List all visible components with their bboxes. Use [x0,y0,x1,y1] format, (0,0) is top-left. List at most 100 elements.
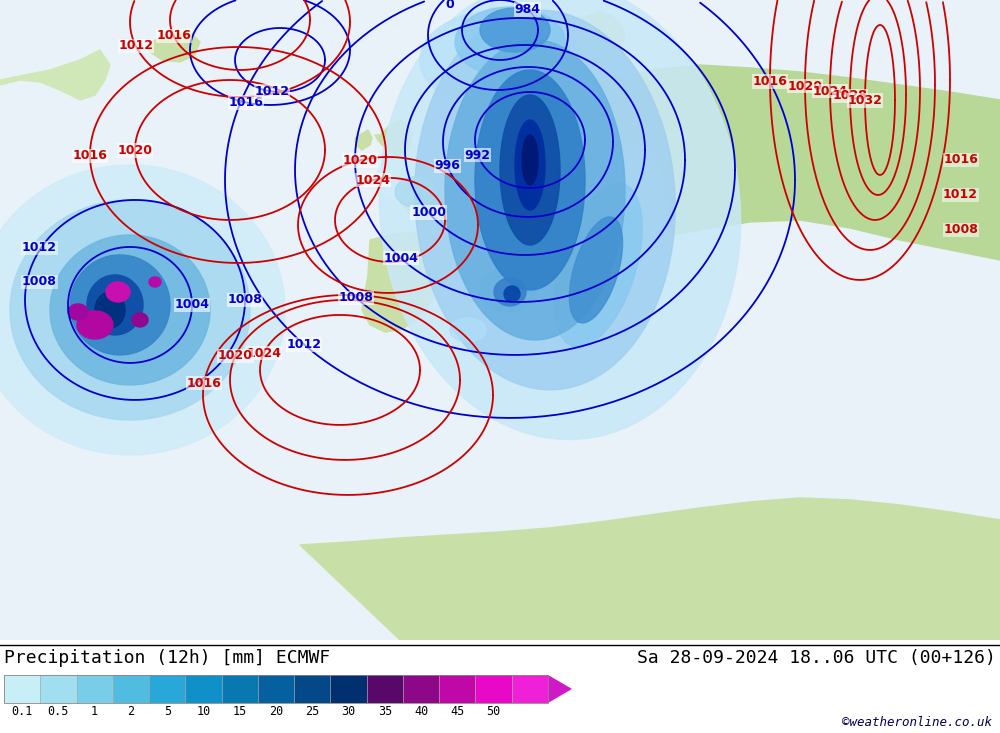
Polygon shape [375,158,445,202]
Polygon shape [569,217,623,323]
Text: 996: 996 [434,159,460,172]
Polygon shape [379,0,741,440]
Text: 1016: 1016 [943,153,978,166]
Polygon shape [504,286,520,302]
Text: 1020: 1020 [342,154,377,167]
Polygon shape [522,135,538,185]
Polygon shape [50,235,210,385]
Polygon shape [398,158,475,240]
Text: 1012: 1012 [943,188,978,202]
Text: 1020: 1020 [118,144,153,157]
Polygon shape [600,65,1000,260]
Text: 1: 1 [91,705,98,718]
Text: 35: 35 [378,705,392,718]
Polygon shape [445,40,625,340]
Text: 1004: 1004 [175,298,210,312]
Polygon shape [132,313,148,327]
Bar [77,675,113,703]
Text: 50: 50 [486,705,501,718]
Text: 1008: 1008 [943,224,978,237]
Polygon shape [375,120,412,155]
Bar [475,675,512,703]
Polygon shape [548,675,572,703]
Text: 0.5: 0.5 [48,705,69,718]
Text: 40: 40 [414,705,428,718]
Text: 1028: 1028 [833,89,867,103]
Text: Sa 28-09-2024 18..06 UTC (00+126): Sa 28-09-2024 18..06 UTC (00+126) [637,649,996,667]
Text: 25: 25 [305,705,319,718]
Text: Precipitation (12h) [mm] ECMWF: Precipitation (12h) [mm] ECMWF [4,649,330,667]
Bar [258,675,294,703]
Polygon shape [554,183,642,347]
Text: 1012: 1012 [22,241,57,254]
Text: 1020: 1020 [788,80,823,93]
Bar [294,675,330,703]
Polygon shape [480,8,550,52]
Text: 1016: 1016 [187,377,221,390]
Text: 1016: 1016 [753,75,787,88]
Polygon shape [87,275,143,335]
Bar [222,675,258,703]
Text: 1032: 1032 [848,94,882,107]
Polygon shape [148,32,200,62]
Text: 45: 45 [450,705,464,718]
Polygon shape [0,165,285,455]
Text: 1008: 1008 [22,276,57,289]
Bar [149,675,185,703]
Text: 1024: 1024 [355,174,390,187]
Text: 1024: 1024 [813,84,848,97]
Polygon shape [77,311,113,339]
Text: 1000: 1000 [411,206,446,219]
Bar [4,675,40,703]
Text: 1012: 1012 [255,85,290,98]
Polygon shape [420,10,580,110]
Text: 1016: 1016 [229,96,264,109]
Text: 1008: 1008 [339,292,374,304]
Text: 1016: 1016 [156,29,191,43]
Polygon shape [515,120,545,210]
Bar [512,675,548,703]
Bar [40,675,77,703]
Polygon shape [106,282,130,302]
Text: 30: 30 [341,705,356,718]
Bar [4,675,548,703]
Text: 1024: 1024 [246,347,281,360]
Text: 1004: 1004 [383,251,418,265]
Text: 1016: 1016 [73,150,107,162]
Polygon shape [533,144,667,376]
Polygon shape [460,225,482,288]
Polygon shape [455,7,565,77]
Polygon shape [395,177,435,207]
Text: 1020: 1020 [218,349,253,362]
Polygon shape [95,292,125,328]
Polygon shape [149,277,161,287]
Bar [439,675,475,703]
Text: 5: 5 [164,705,171,718]
Text: 20: 20 [269,705,283,718]
Text: 1008: 1008 [228,293,262,306]
Text: 2: 2 [127,705,134,718]
Text: 1012: 1012 [118,40,153,52]
Text: 1012: 1012 [287,338,322,351]
Polygon shape [415,10,675,390]
Text: 992: 992 [465,149,491,162]
Polygon shape [10,200,250,420]
Polygon shape [455,0,495,50]
Polygon shape [475,70,585,290]
Bar [403,675,439,703]
Text: 10: 10 [196,705,211,718]
Polygon shape [300,498,1000,640]
Polygon shape [362,232,445,332]
Polygon shape [355,130,372,150]
Polygon shape [538,12,625,85]
Bar [330,675,367,703]
Polygon shape [494,278,526,306]
Bar [367,675,403,703]
Polygon shape [70,255,170,355]
Polygon shape [68,304,88,320]
Polygon shape [0,50,110,100]
Text: 984: 984 [515,3,541,16]
Bar [185,675,222,703]
Polygon shape [500,95,560,245]
Polygon shape [480,268,536,312]
